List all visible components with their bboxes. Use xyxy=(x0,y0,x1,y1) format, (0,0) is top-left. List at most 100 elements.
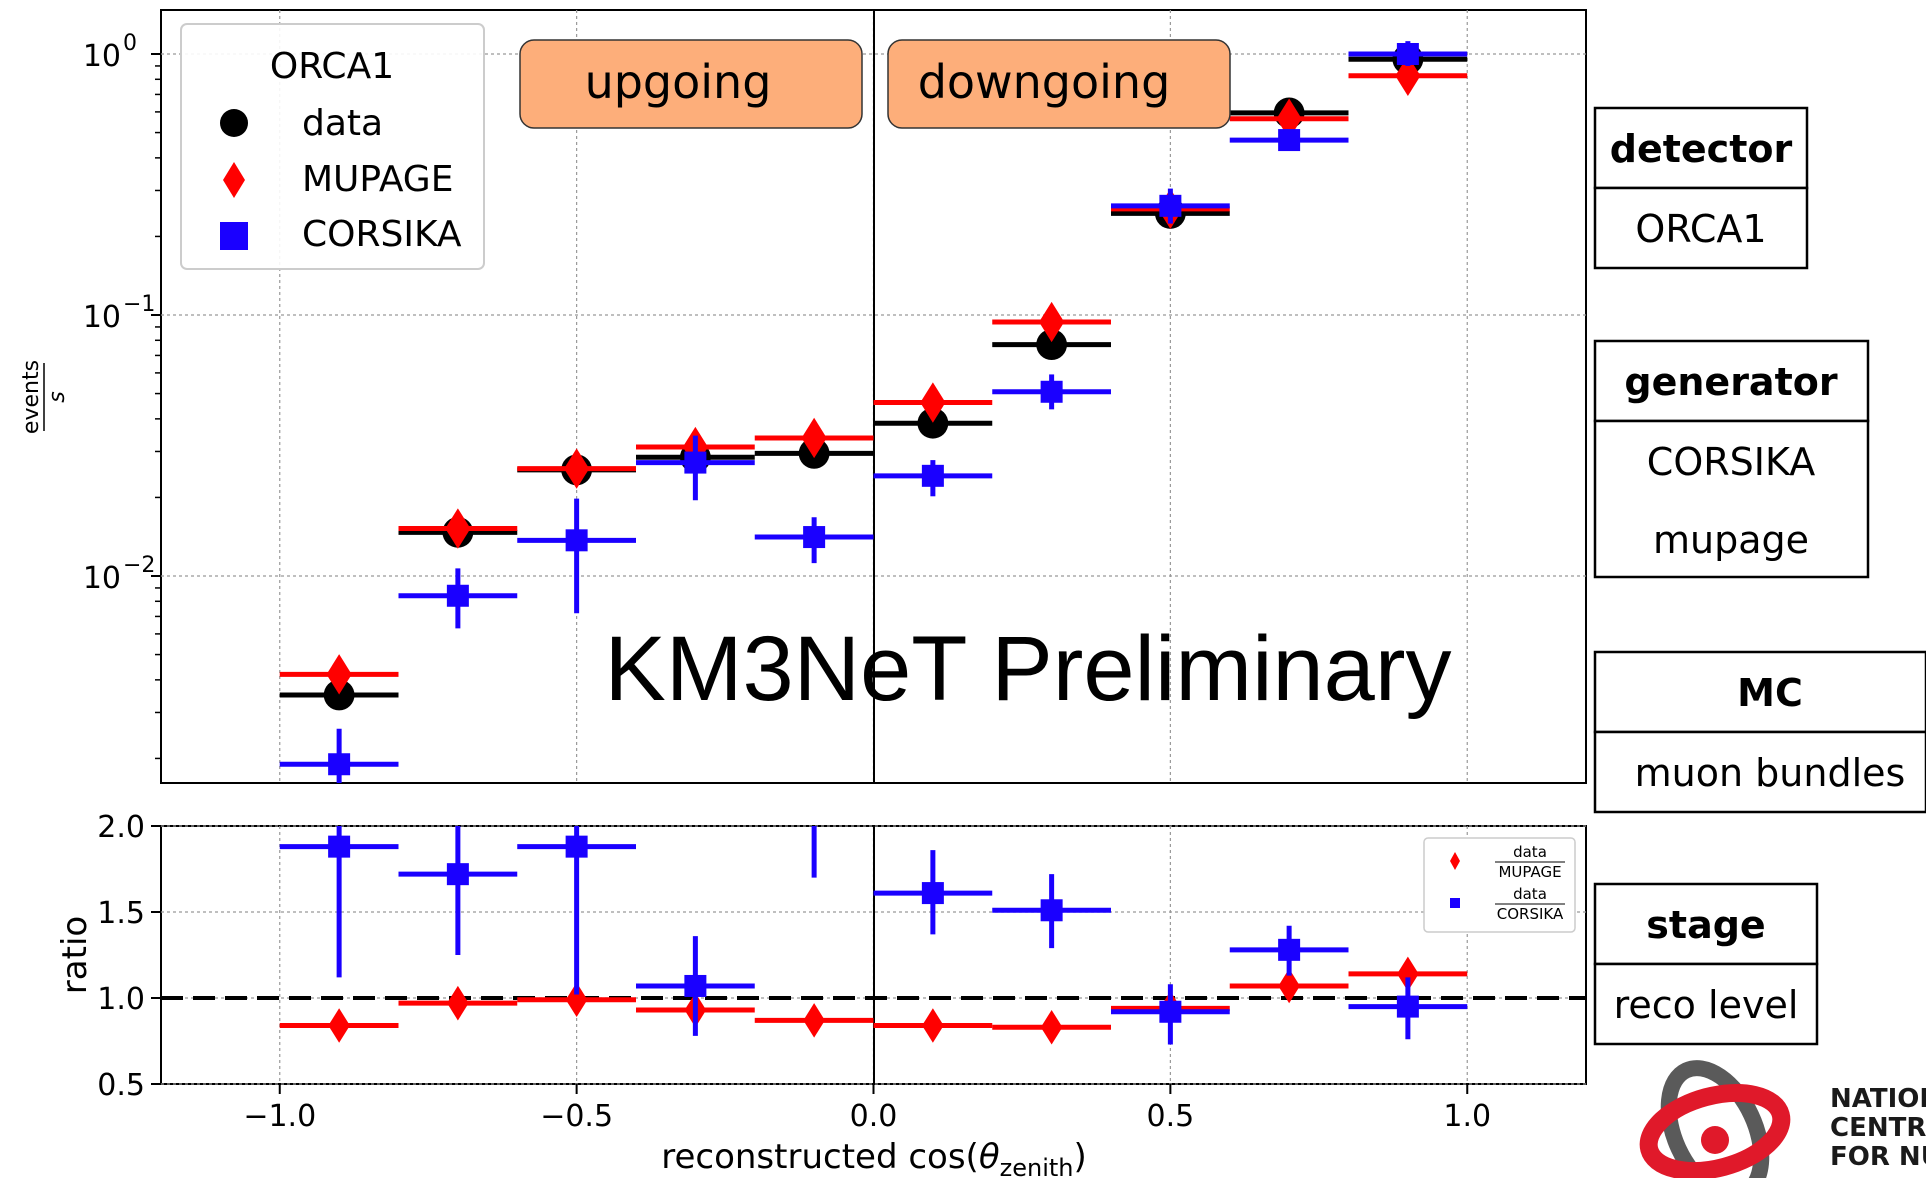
main-legend: ORCA1 data MUPAGE CORSIKA xyxy=(180,23,485,270)
xtick-label-4: 1.0 xyxy=(1443,1099,1491,1134)
ratio-legend: data MUPAGE data CORSIKA xyxy=(1423,837,1576,933)
x-label-theta: θ xyxy=(979,1137,1000,1177)
data-mupage-point xyxy=(1397,956,1419,992)
xtick-label-3: 0.5 xyxy=(1147,1099,1195,1134)
downgoing-region-box xyxy=(887,39,1231,129)
legend-data-marker xyxy=(220,109,248,137)
info-box-generator-value-1: CORSIKA xyxy=(1647,440,1815,484)
x-label-subscript: zenith xyxy=(1000,1154,1074,1178)
upgoing-region-box xyxy=(519,39,863,129)
data-corsika-point xyxy=(446,863,469,886)
x-label-main: reconstructed cos( xyxy=(661,1137,979,1177)
legend-mupage-marker xyxy=(223,162,245,198)
corsika-point xyxy=(446,584,469,607)
ratio-axis-ticks: 2.0 1.5 1.0 0.5 −1.0 −0.5 0.0 0.5 1.0 xyxy=(97,810,1491,1134)
data-point xyxy=(917,407,949,439)
mupage-point xyxy=(920,382,946,423)
info-box-generator: generator CORSIKA mupage xyxy=(1593,339,1870,579)
corsika-point xyxy=(1159,194,1182,217)
info-box-detector-value: ORCA1 xyxy=(1635,207,1766,251)
main-y-axis-label: events s xyxy=(19,360,70,434)
corsika-point xyxy=(803,526,826,549)
series-data-corsika xyxy=(279,826,1468,1045)
legend-label-data: data xyxy=(302,103,383,144)
mupage-point xyxy=(326,654,352,695)
data-mupage-point xyxy=(922,1008,944,1043)
info-box-stage-body-cell xyxy=(1593,962,1819,1046)
data-mupage-point xyxy=(1278,968,1300,1004)
info-box-detector-header: detector xyxy=(1610,127,1793,171)
ratio-legend-corsika-den: CORSIKA xyxy=(1497,905,1564,923)
data-mupage-point xyxy=(565,982,588,1017)
ratio-ytick-label-1: 1.5 xyxy=(97,896,145,931)
y-label-numerator: events xyxy=(19,360,44,434)
mupage-point xyxy=(1276,98,1302,139)
legend-title: ORCA1 xyxy=(270,46,394,87)
mupage-point xyxy=(801,417,827,459)
xtick-label-0: −1.0 xyxy=(243,1099,316,1134)
corsika-point xyxy=(1278,129,1301,152)
main-legend-box xyxy=(180,23,485,270)
data-mupage-point xyxy=(328,1008,350,1043)
info-box-detector-body-cell xyxy=(1593,186,1809,270)
info-box-stage-header: stage xyxy=(1646,903,1765,947)
main-series-group xyxy=(279,41,1468,783)
data-mupage-point xyxy=(803,1003,825,1038)
info-box-detector: detector ORCA1 xyxy=(1593,106,1809,270)
logo-text-line-1: NATIONA xyxy=(1830,1084,1926,1114)
main-ytick-exponent-1: −1 xyxy=(123,292,155,317)
legend-label-corsika: CORSIKA xyxy=(302,214,462,255)
ratio-legend-corsika-num: data xyxy=(1513,885,1547,903)
logo-orbit-red xyxy=(1639,1084,1791,1178)
info-box-generator-body-cell xyxy=(1593,419,1870,579)
preliminary-watermark: KM3NeT Preliminary xyxy=(605,618,1452,720)
info-box-generator-header: generator xyxy=(1624,360,1837,404)
ratio-plot-panel: 2.0 1.5 1.0 0.5 −1.0 −0.5 0.0 0.5 1.0 data MUPAG… xyxy=(55,810,1587,1178)
institute-logo: NATIONA CENTRE FOR NU xyxy=(1639,1060,1926,1178)
info-box-mc-value: muon bundles xyxy=(1635,751,1906,795)
data-corsika-point xyxy=(1396,995,1419,1018)
legend-label-mupage: MUPAGE xyxy=(302,159,453,200)
y-label-denominator: s xyxy=(45,391,70,402)
info-box-mc-body-cell xyxy=(1593,730,1926,814)
mupage-point xyxy=(1395,55,1421,96)
data-corsika-point xyxy=(1040,899,1063,922)
x-axis-label: reconstructed cos(θzenith) xyxy=(661,1137,1087,1178)
info-box-stage-header-cell xyxy=(1593,882,1819,966)
data-corsika-point xyxy=(328,835,351,858)
mupage-point xyxy=(564,448,590,489)
data-point xyxy=(1036,329,1068,361)
xtick-label-2: 0.0 xyxy=(850,1099,898,1134)
ratio-ytick-label-2: 1.0 xyxy=(97,982,145,1017)
ratio-ytick-label-0: 2.0 xyxy=(97,810,145,845)
info-box-mc: MC muon bundles xyxy=(1593,650,1926,814)
info-box-mc-header-cell xyxy=(1593,650,1926,734)
logo-nucleus xyxy=(1701,1126,1729,1154)
x-label-close: ) xyxy=(1074,1137,1087,1177)
xtick-label-1: −0.5 xyxy=(540,1099,613,1134)
logo-text-line-2: CENTRE xyxy=(1830,1113,1926,1143)
data-corsika-point xyxy=(1278,938,1301,961)
mupage-point xyxy=(1039,301,1065,343)
corsika-point xyxy=(1040,380,1063,403)
data-corsika-point xyxy=(684,974,707,997)
mupage-point xyxy=(445,508,471,549)
ratio-series-group xyxy=(279,826,1468,1045)
downgoing-region-label: downgoing xyxy=(918,55,1171,109)
data-corsika-point xyxy=(1159,1000,1182,1023)
ratio-y-axis-label: ratio xyxy=(55,916,95,994)
corsika-point xyxy=(328,753,351,776)
logo-orbit-gray xyxy=(1660,1060,1770,1178)
data-mupage-point xyxy=(447,985,469,1021)
corsika-point xyxy=(565,529,588,552)
info-box-stage: stage reco level xyxy=(1593,882,1819,1046)
legend-corsika-marker xyxy=(220,222,248,250)
info-box-generator-value-2: mupage xyxy=(1653,518,1809,562)
corsika-point xyxy=(684,451,707,474)
series-corsika xyxy=(279,41,1468,783)
logo-text-line-3: FOR NU xyxy=(1830,1142,1926,1172)
info-box-stage-value: reco level xyxy=(1614,983,1799,1027)
info-box-generator-header-cell xyxy=(1593,339,1870,423)
